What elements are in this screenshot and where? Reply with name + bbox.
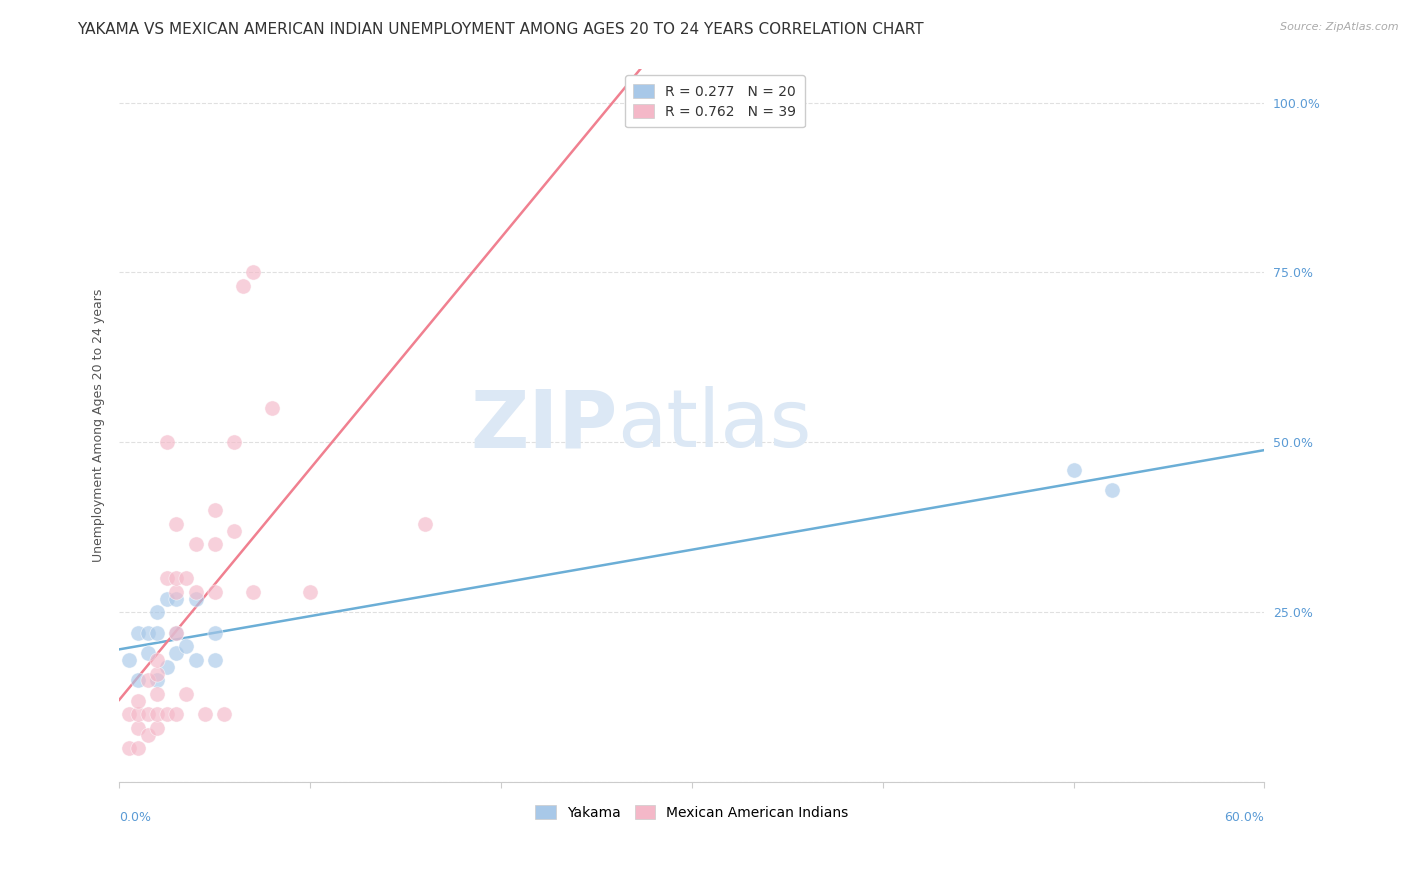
Point: [222, 435, 245, 450]
Point: [204, 585, 226, 599]
Point: [242, 265, 264, 279]
Point: [204, 625, 226, 640]
Point: [146, 625, 169, 640]
Text: YAKAMA VS MEXICAN AMERICAN INDIAN UNEMPLOYMENT AMONG AGES 20 TO 24 YEARS CORRELA: YAKAMA VS MEXICAN AMERICAN INDIAN UNEMPL…: [77, 22, 924, 37]
Point: [1063, 462, 1085, 476]
Point: [127, 707, 149, 722]
Point: [184, 537, 207, 551]
Point: [204, 503, 226, 517]
Point: [166, 591, 188, 606]
Point: [118, 653, 141, 667]
Point: [166, 516, 188, 531]
Point: [118, 707, 141, 722]
Point: [156, 591, 179, 606]
Point: [174, 571, 197, 585]
Point: [232, 279, 254, 293]
Text: Source: ZipAtlas.com: Source: ZipAtlas.com: [1281, 22, 1399, 32]
Point: [166, 646, 188, 660]
Text: 0.0%: 0.0%: [120, 811, 152, 824]
Point: [242, 585, 264, 599]
Point: [166, 585, 188, 599]
Point: [212, 707, 235, 722]
Point: [260, 401, 283, 416]
Point: [136, 625, 159, 640]
Point: [166, 707, 188, 722]
Point: [136, 646, 159, 660]
Point: [146, 721, 169, 735]
Point: [204, 653, 226, 667]
Point: [146, 673, 169, 688]
Point: [1101, 483, 1123, 497]
Text: ZIP: ZIP: [470, 386, 617, 465]
Point: [174, 640, 197, 654]
Point: [146, 687, 169, 701]
Point: [222, 524, 245, 538]
Point: [156, 707, 179, 722]
Point: [146, 653, 169, 667]
Point: [174, 687, 197, 701]
Point: [118, 741, 141, 756]
Point: [127, 694, 149, 708]
Point: [146, 707, 169, 722]
Point: [156, 571, 179, 585]
Point: [127, 721, 149, 735]
Point: [136, 707, 159, 722]
Point: [166, 625, 188, 640]
Point: [156, 660, 179, 674]
Point: [204, 537, 226, 551]
Point: [184, 653, 207, 667]
Legend: Yakama, Mexican American Indians: Yakama, Mexican American Indians: [530, 799, 855, 825]
Point: [156, 435, 179, 450]
Point: [194, 707, 217, 722]
Point: [184, 585, 207, 599]
Text: atlas: atlas: [617, 386, 811, 465]
Point: [146, 606, 169, 620]
Point: [146, 666, 169, 681]
Point: [166, 625, 188, 640]
Point: [127, 741, 149, 756]
Point: [136, 728, 159, 742]
Point: [413, 516, 436, 531]
Point: [299, 585, 322, 599]
Point: [136, 673, 159, 688]
Point: [127, 625, 149, 640]
Text: 60.0%: 60.0%: [1225, 811, 1264, 824]
Point: [127, 673, 149, 688]
Y-axis label: Unemployment Among Ages 20 to 24 years: Unemployment Among Ages 20 to 24 years: [93, 289, 105, 562]
Point: [166, 571, 188, 585]
Point: [184, 591, 207, 606]
